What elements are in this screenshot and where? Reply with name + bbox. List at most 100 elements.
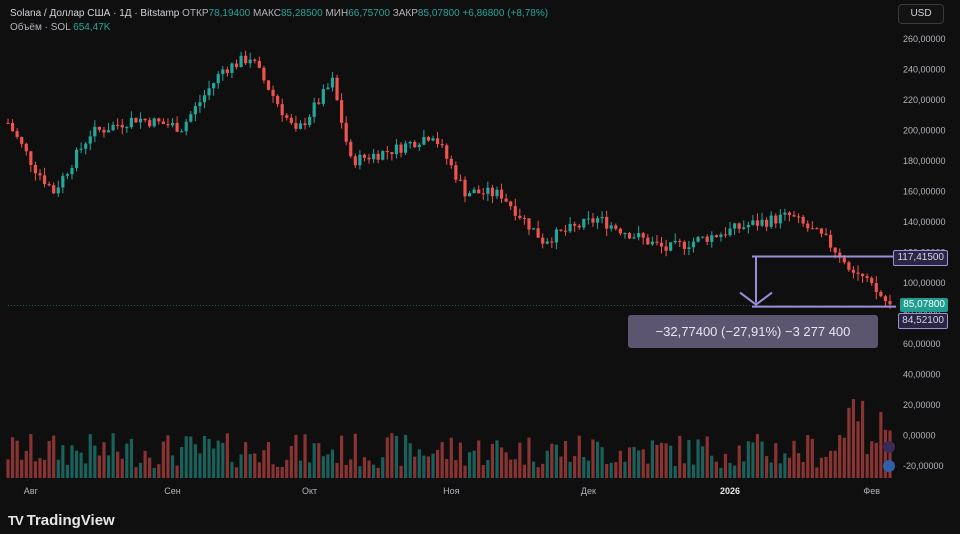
volume-bar (591, 439, 595, 478)
volume-bar (193, 444, 197, 478)
volume-bar (870, 441, 874, 478)
volume-bar (106, 455, 111, 478)
volume-bar (152, 467, 156, 478)
candle-body (426, 137, 431, 141)
y-tick-label: 200,00000 (903, 126, 946, 136)
candle-body (819, 228, 824, 234)
volume-bar (851, 399, 856, 478)
volume-bar (819, 457, 824, 478)
currency-button[interactable]: USD (898, 4, 944, 24)
volume-bar (175, 465, 179, 478)
volume-bar (737, 445, 741, 478)
volume-bar (467, 452, 472, 478)
candle-body (659, 242, 664, 247)
volume-bar (56, 459, 60, 478)
low-label: МИН (325, 8, 349, 19)
candle-body (152, 118, 156, 127)
candle-body (106, 130, 111, 133)
candle-body (806, 223, 810, 229)
volume-bar (79, 452, 83, 478)
candle-body (422, 137, 426, 145)
candle-body (627, 233, 632, 239)
candle-body (632, 237, 636, 239)
volume-bar (701, 446, 705, 478)
candle-body (577, 225, 581, 228)
candle-body (344, 122, 348, 142)
volume-bar (52, 435, 56, 478)
volume-bar (184, 436, 188, 478)
candle-body (467, 193, 472, 197)
candle-body (883, 296, 888, 302)
candle-body (248, 59, 252, 64)
candle-body (769, 215, 773, 227)
volume-bar (454, 460, 458, 478)
candle-body (221, 69, 225, 75)
candle-body (349, 141, 353, 157)
candle-body (783, 212, 787, 215)
volume-bar (650, 440, 654, 478)
x-tick-label: 2026 (720, 486, 740, 496)
y-tick-label: 100,00000 (903, 278, 946, 288)
volume-bar (559, 456, 563, 478)
candle-body (234, 63, 239, 68)
volume-bar (170, 455, 175, 478)
volume-bar (385, 437, 389, 478)
candle-body (65, 174, 70, 176)
volume-bar (33, 461, 38, 478)
candle-body (797, 216, 801, 218)
chart-canvas[interactable]: 260,00000 240,00000 220,00000 200,00000 180,… (0, 0, 960, 506)
volume-bar (550, 443, 554, 478)
candle-body (751, 220, 755, 225)
symbol-legend: Solana / Доллар США · 1Д · Bitstamp ОТКР… (10, 8, 548, 19)
candle-body (138, 118, 143, 123)
candle-body (563, 230, 568, 232)
candle-body (742, 227, 746, 229)
volume-bar (573, 456, 577, 478)
candle-body (865, 276, 869, 278)
candle-body (774, 215, 778, 224)
tradingview-logo[interactable]: TV TradingView (8, 512, 115, 529)
volume-bar (426, 456, 431, 478)
candle-body (545, 241, 549, 244)
candle-body (454, 165, 458, 180)
candle-body (737, 223, 741, 229)
candle-body (207, 88, 211, 96)
volume-bar (47, 440, 51, 478)
candle-body (42, 175, 47, 185)
volume-bar (20, 459, 24, 478)
volume-bar (294, 434, 298, 478)
candle-body (239, 55, 243, 68)
candle-body (860, 273, 865, 277)
volume-bar (714, 461, 718, 478)
candle-body (52, 185, 56, 194)
candle-body (705, 236, 709, 242)
volume-bar (65, 464, 70, 478)
candle-body (449, 158, 453, 166)
candle-body (879, 291, 883, 297)
change-value: +6,86800 (+8,78%) (462, 8, 549, 19)
volume-label[interactable]: Объём · SOL (10, 22, 71, 33)
candle-body (97, 126, 101, 130)
volume-bar (344, 464, 348, 478)
candle-body (440, 144, 444, 146)
volume-bar (24, 450, 28, 478)
volume-bar (97, 455, 101, 478)
volume-bar (413, 456, 417, 478)
y-tick-label: 60,00000 (903, 339, 941, 349)
volume-bar (879, 411, 883, 478)
candle-body (495, 189, 499, 197)
y-tick-label: 40,00000 (903, 370, 941, 380)
symbol-title[interactable]: Solana / Доллар США · 1Д · Bitstamp (10, 8, 180, 19)
candle-body (134, 117, 138, 123)
candle-body (308, 116, 312, 126)
tv-logo-icon: TV (8, 513, 24, 528)
y-tick-label: 160,00000 (903, 187, 946, 197)
volume-bar (216, 440, 220, 478)
candle-body (573, 223, 577, 226)
volume-bar (627, 447, 632, 478)
y-tick-label: 0,00000 (903, 431, 936, 441)
candle-body (582, 218, 586, 228)
volume-bar (623, 461, 627, 478)
volume-bar (723, 453, 728, 478)
